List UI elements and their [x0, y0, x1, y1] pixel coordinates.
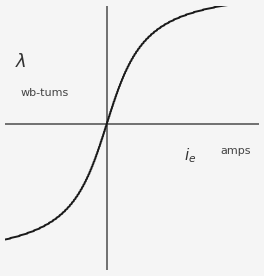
Text: wb-tums: wb-tums — [21, 88, 69, 98]
Text: $i_e$: $i_e$ — [184, 146, 196, 165]
Text: $\lambda$: $\lambda$ — [15, 53, 27, 71]
Text: amps: amps — [221, 146, 251, 156]
